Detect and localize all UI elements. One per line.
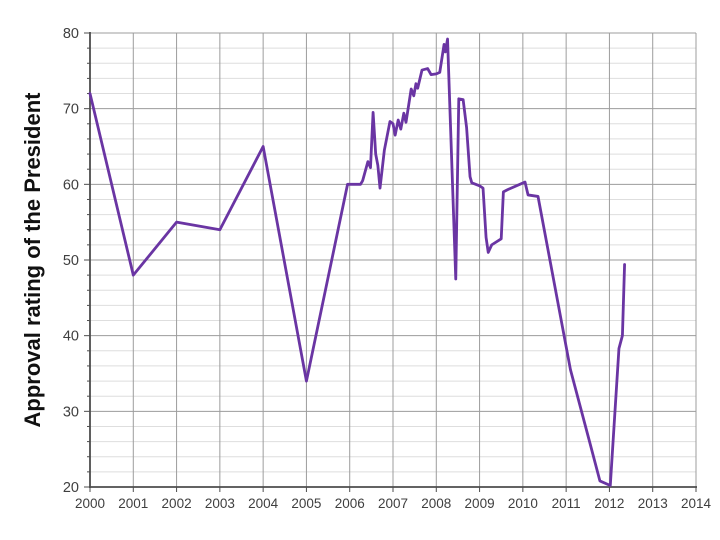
x-tick-label: 2014 [681,496,712,511]
x-tick-label: 2000 [75,496,105,511]
x-tick-label: 2004 [248,496,279,511]
x-tick-label: 2001 [118,496,148,511]
y-tick-label: 20 [63,480,79,496]
y-tick-label: 70 [63,102,79,118]
y-tick-label: 80 [63,26,79,42]
x-tick-label: 2010 [508,496,538,511]
x-tick-label: 2013 [638,496,668,511]
y-tick-label: 30 [63,404,79,420]
y-tick-label: 60 [63,177,79,193]
x-tick-label: 2008 [421,496,451,511]
tick-marks [84,32,697,492]
y-tick-label: 50 [63,253,79,269]
x-tick-label: 2002 [162,496,192,511]
x-tick-label: 2006 [335,496,365,511]
x-tick-label: 2005 [291,496,321,511]
x-tick-label: 2011 [552,496,581,511]
gridlines-major [90,32,697,487]
x-tick-label: 2009 [465,496,495,511]
x-tick-label: 2012 [594,496,624,511]
x-tick-label: 2007 [378,496,408,511]
x-tick-label: 2003 [205,496,235,511]
y-tick-label: 40 [63,329,79,345]
data-series [88,37,626,487]
approval-rating-series-line [88,37,626,487]
axis-tick-labels: 20 30 40 50 60 70 80 2000 2001 2002 2003 2004 2005 20… [63,26,712,511]
